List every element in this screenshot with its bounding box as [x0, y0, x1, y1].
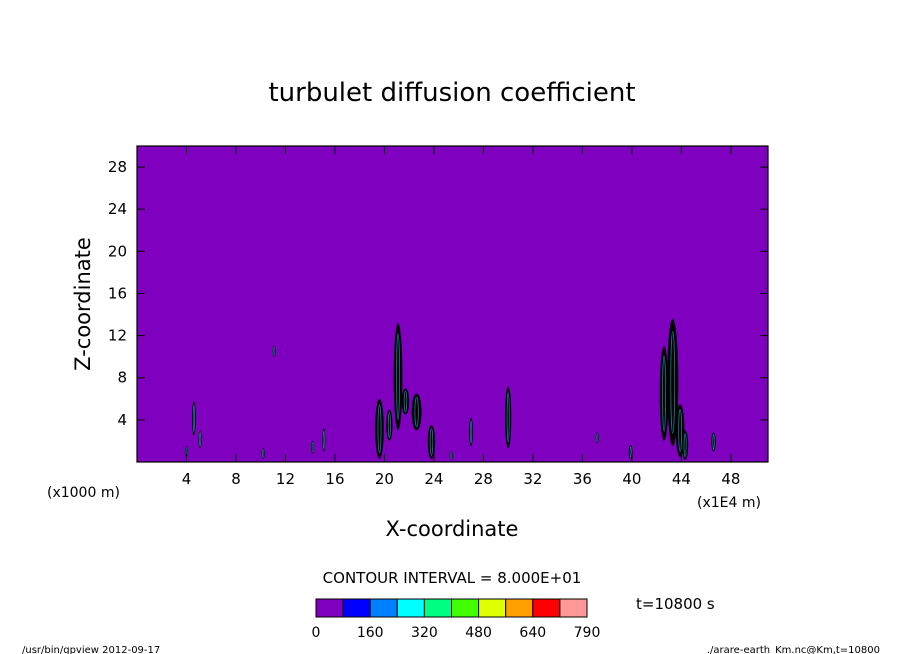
contour-highlight	[678, 408, 683, 452]
colorbar-swatch	[342, 598, 371, 618]
x-tick-label: 28	[474, 470, 493, 488]
colorbar-swatch	[451, 598, 480, 618]
contour-cluster	[393, 322, 403, 431]
y-tick-label: 8	[117, 369, 127, 387]
x-tick-label: 16	[325, 470, 344, 488]
colorbar-label: 160	[357, 625, 384, 641]
contour-highlight	[311, 441, 314, 453]
x-axis-label: X-coordinate	[386, 517, 519, 541]
chart-title: turbulet diffusion coefficient	[268, 78, 635, 108]
contour-highlight	[192, 403, 195, 433]
contour-cluster	[449, 451, 453, 460]
colorbar-swatch	[396, 598, 425, 618]
contour-highlight	[506, 391, 510, 443]
contour-cluster	[505, 386, 512, 449]
contour-cluster	[261, 448, 265, 459]
contour-cluster	[469, 417, 473, 447]
contour-cluster	[682, 430, 689, 460]
contour-highlight	[450, 451, 453, 460]
x-tick-label: 20	[375, 470, 394, 488]
contour-highlight	[683, 432, 687, 458]
contour-cluster	[411, 393, 422, 431]
colorbar-swatch	[369, 598, 398, 618]
colorbar-label: 640	[519, 625, 546, 641]
contour-highlight	[273, 346, 276, 357]
colorbar-label: 480	[465, 625, 492, 641]
contour-highlight	[199, 431, 202, 447]
contour-cluster	[311, 440, 315, 454]
footer-right: ./arare-earth_Km.nc@Km,t=10800	[707, 645, 880, 654]
y-tick-label: 24	[108, 200, 127, 218]
x-unit-right: (x1E4 m)	[697, 495, 761, 511]
x-tick-label: 32	[523, 470, 542, 488]
contour-highlight	[662, 355, 666, 432]
contour-cluster	[386, 409, 393, 441]
contour-cluster	[401, 388, 410, 415]
x-tick-label: 4	[182, 470, 192, 488]
x-tick-label: 44	[672, 470, 691, 488]
contour-highlight	[377, 404, 382, 454]
x-tick-label: 36	[573, 470, 592, 488]
contour-highlight	[429, 428, 434, 456]
y-tick-label: 12	[108, 327, 127, 345]
contour-cluster	[667, 318, 679, 447]
contour-cluster	[375, 398, 384, 459]
contour-highlight	[387, 412, 391, 439]
contour-highlight	[712, 434, 715, 450]
contour-interval-text: CONTOUR INTERVAL = 8.000E+01	[323, 569, 582, 587]
contour-highlight	[670, 331, 676, 434]
x-tick-label: 12	[276, 470, 295, 488]
colorbar-swatch	[559, 598, 588, 618]
x-unit-left: (x1000 m)	[47, 485, 120, 501]
y-tick-label: 4	[117, 411, 127, 429]
contour-highlight	[262, 448, 265, 459]
x-tick-label: 40	[622, 470, 641, 488]
feature-layer	[184, 318, 716, 460]
y-tick-label: 16	[108, 284, 127, 302]
time-text: t=10800 s	[636, 595, 715, 613]
contour-highlight	[470, 420, 473, 444]
contour-cluster	[595, 432, 599, 444]
colorbar-label: 320	[411, 625, 438, 641]
contour-cluster	[322, 428, 326, 452]
colorbar-label: 0	[312, 625, 321, 641]
x-tick-label: 8	[231, 470, 241, 488]
contour-cluster	[272, 346, 276, 357]
contour-cluster	[427, 425, 436, 459]
y-tick-label: 20	[108, 242, 127, 260]
contour-cluster	[192, 400, 196, 436]
contour-cluster	[659, 346, 669, 441]
y-axis-label: Z-coordinate	[71, 237, 95, 371]
y-tick-label: 28	[108, 158, 127, 176]
contour-cluster	[711, 432, 716, 452]
contour-highlight	[322, 430, 325, 450]
colorbar-label: 790	[574, 625, 601, 641]
colorbar-swatch	[505, 598, 534, 618]
plot-frame	[136, 145, 769, 463]
contour-cluster	[198, 430, 202, 449]
colorbar-swatch	[478, 598, 507, 618]
colorbar-swatch	[423, 598, 452, 618]
contour-highlight	[396, 333, 400, 421]
contour-highlight	[596, 433, 599, 443]
x-tick-label: 24	[424, 470, 443, 488]
colorbar-swatch	[315, 598, 344, 618]
contour-highlight	[414, 396, 419, 428]
x-tick-label: 48	[721, 470, 740, 488]
contour-highlight	[403, 390, 408, 413]
colorbar: 0 160 320 480 640 790	[312, 598, 601, 641]
contour-highlight	[629, 446, 632, 458]
colorbar-swatch	[532, 598, 561, 618]
footer-left: /usr/bin/gpview 2012-09-17	[22, 645, 160, 654]
